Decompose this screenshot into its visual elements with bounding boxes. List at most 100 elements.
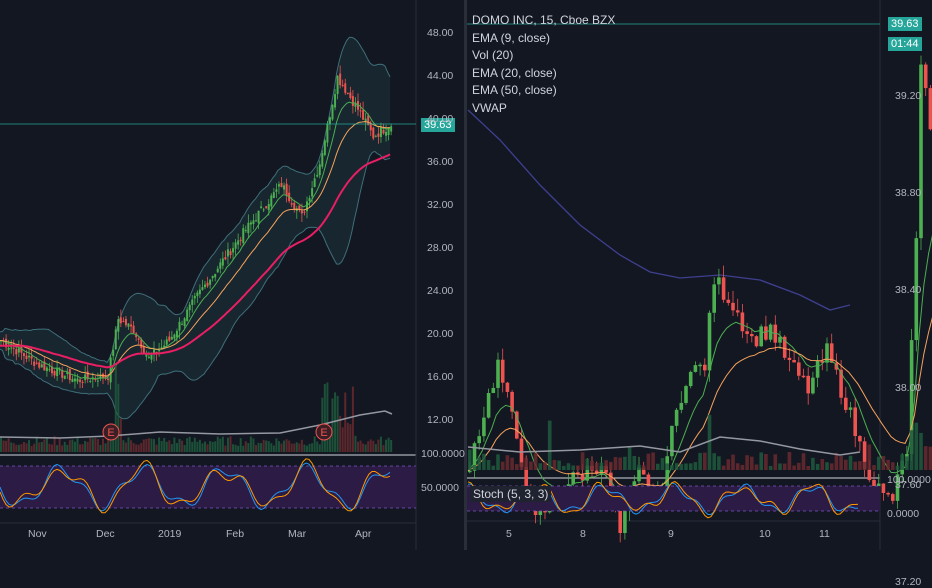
- volume-bar: [175, 443, 178, 452]
- candle-body: [825, 343, 829, 363]
- volume-bar: [147, 438, 150, 452]
- candle-body: [76, 378, 79, 382]
- left-y-tick: 20.00: [427, 328, 454, 340]
- candle-body: [56, 367, 59, 377]
- volume-bar: [362, 443, 365, 452]
- volume-bar: [510, 457, 514, 470]
- volume-bar: [806, 465, 810, 470]
- candle-body: [145, 354, 148, 357]
- volume-bar: [665, 463, 669, 470]
- legend-ema50[interactable]: EMA (50, close): [472, 83, 557, 97]
- volume-bar: [318, 444, 321, 452]
- candle-body: [369, 123, 372, 131]
- volume-bar: [651, 452, 655, 470]
- volume-bar: [482, 453, 486, 470]
- candle-body: [247, 222, 250, 234]
- candle-body: [38, 362, 41, 368]
- volume-bar: [79, 444, 82, 452]
- candle-body: [112, 349, 115, 356]
- volume-bar: [731, 454, 735, 470]
- left-x-tick: Mar: [288, 528, 307, 540]
- ema-9-line: [467, 234, 932, 499]
- left-x-tick: Dec: [96, 528, 115, 540]
- right-x-tick: 8: [580, 528, 586, 540]
- volume-bar: [538, 463, 543, 470]
- candle-body: [379, 127, 382, 138]
- volume-bar: [135, 444, 138, 452]
- legend-vwap[interactable]: VWAP: [472, 100, 507, 115]
- volume-bar: [853, 461, 857, 470]
- volume-bar: [5, 440, 8, 452]
- right-stoch-tick: 100.0000: [887, 474, 931, 486]
- volume-bar: [229, 436, 232, 452]
- volume-bar: [524, 457, 528, 470]
- candle-body: [137, 338, 140, 340]
- volume-bar: [35, 436, 38, 452]
- volume-bar: [385, 439, 388, 452]
- candle-body: [119, 317, 122, 324]
- volume-bar: [372, 440, 375, 452]
- volume-bar: [895, 465, 900, 470]
- volume-bar: [132, 443, 135, 452]
- volume-bar: [262, 439, 265, 452]
- candle-body: [735, 310, 740, 313]
- legend-vol[interactable]: Vol (20): [472, 48, 514, 62]
- volume-bar: [158, 437, 161, 452]
- volume-bar: [557, 460, 561, 470]
- legend-ema20[interactable]: EMA (20, close): [472, 65, 557, 80]
- candle-body: [316, 174, 319, 177]
- candle-body: [472, 443, 477, 471]
- pane-divider-vertical[interactable]: [464, 0, 467, 550]
- candle-body: [61, 370, 64, 378]
- left-y-tick: 48.00: [427, 27, 454, 39]
- candle-body: [349, 92, 352, 98]
- volume-bar: [914, 422, 919, 470]
- volume-bar: [792, 465, 796, 470]
- candle-body: [341, 85, 344, 87]
- candle-body: [86, 371, 89, 380]
- candle-body: [262, 209, 265, 211]
- volume-bar: [22, 442, 25, 452]
- candle-body: [275, 189, 278, 192]
- volume-bar: [787, 452, 792, 470]
- volume-bar: [142, 439, 145, 452]
- volume-bar: [30, 445, 33, 452]
- volume-bar: [862, 461, 867, 470]
- candle-body: [300, 210, 303, 214]
- volume-bar: [712, 453, 716, 470]
- candle-body: [198, 289, 201, 295]
- volume-bar: [491, 465, 496, 470]
- legend-ema9[interactable]: EMA (9, close): [472, 30, 551, 45]
- candle-body: [665, 456, 669, 487]
- earnings-marker-icon: [102, 423, 120, 441]
- candle-body: [158, 350, 161, 352]
- volume-bar: [209, 441, 212, 452]
- legend-symbol[interactable]: DOMO INC, 15, Cboe BZX: [472, 13, 616, 27]
- volume-bar: [834, 452, 839, 470]
- candle-body: [163, 345, 166, 349]
- volume-bar: [20, 444, 23, 452]
- candle-body: [524, 466, 528, 488]
- stoch-label[interactable]: Stoch (5, 3, 3): [470, 486, 552, 502]
- candle-body: [53, 371, 56, 376]
- candle-body: [336, 75, 339, 95]
- candle-body: [623, 510, 627, 533]
- candle-body: [277, 184, 280, 187]
- volume-bar: [876, 456, 881, 470]
- candle-body: [224, 257, 227, 260]
- candle-body: [124, 318, 127, 326]
- candle-body: [22, 353, 25, 357]
- volume-bar: [515, 464, 519, 470]
- volume-bar: [468, 449, 472, 470]
- volume-bar: [334, 392, 337, 452]
- candle-body: [684, 386, 688, 403]
- candle-body: [35, 362, 38, 364]
- candle-body: [285, 183, 288, 196]
- volume-bar: [99, 445, 102, 452]
- candle-body: [79, 379, 82, 382]
- left-pane-bg: [0, 0, 464, 550]
- volume-bar: [33, 443, 36, 452]
- volume-bar: [801, 453, 806, 470]
- left-y-tick: 36.00: [427, 156, 454, 168]
